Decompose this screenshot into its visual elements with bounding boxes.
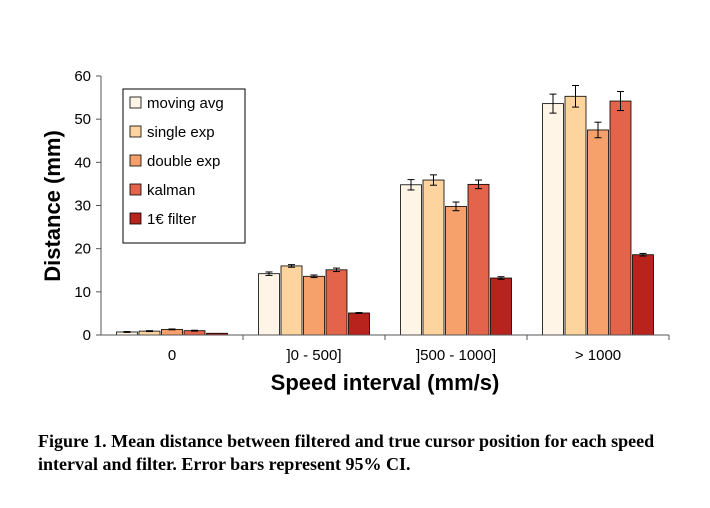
x-tick-label: 0 bbox=[168, 347, 176, 364]
bar bbox=[325, 269, 348, 336]
bar bbox=[258, 273, 280, 336]
bar bbox=[587, 129, 609, 336]
x-tick-label: ]0 - 500] bbox=[286, 347, 341, 364]
y-tick-label: 40 bbox=[74, 154, 91, 171]
bar bbox=[422, 179, 445, 336]
y-tick-label: 20 bbox=[74, 241, 91, 258]
legend-swatch bbox=[129, 154, 142, 167]
bars bbox=[116, 95, 654, 336]
legend-label: single exp bbox=[147, 124, 215, 141]
legend-label: moving avg bbox=[147, 95, 224, 112]
bar bbox=[348, 312, 370, 336]
bar bbox=[280, 265, 303, 336]
y-tick-label: 0 bbox=[83, 327, 91, 344]
legend: moving avg single exp double exp kalman 1€ f… bbox=[122, 88, 246, 244]
bar bbox=[400, 184, 422, 336]
legend-label: double exp bbox=[147, 153, 220, 170]
y-tick-label: 10 bbox=[74, 284, 91, 301]
legend-swatch bbox=[129, 125, 142, 138]
legend-box bbox=[122, 88, 246, 244]
x-axis-ticks: 0 ]0 - 500] ]500 - 1000] > 1000 bbox=[168, 335, 670, 364]
bar bbox=[632, 254, 654, 336]
legend-swatch bbox=[129, 96, 142, 109]
bar bbox=[467, 183, 490, 336]
legend-label: kalman bbox=[147, 182, 195, 199]
y-axis-title: Distance (mm) bbox=[40, 130, 65, 282]
error-bars bbox=[123, 84, 647, 333]
bar bbox=[490, 277, 512, 336]
y-tick-label: 60 bbox=[74, 68, 91, 85]
x-tick-label: > 1000 bbox=[575, 347, 621, 364]
legend-swatch bbox=[129, 183, 142, 196]
y-tick-label: 30 bbox=[74, 198, 91, 215]
bar bbox=[303, 275, 325, 336]
bar-chart: 0 10 20 30 40 50 60 0 ]0 - 500] ]500 - 1000] > 10… bbox=[40, 68, 670, 395]
legend-swatch bbox=[129, 212, 142, 225]
bar bbox=[445, 205, 467, 336]
y-tick-label: 50 bbox=[74, 111, 91, 128]
x-axis-title: Speed interval (mm/s) bbox=[271, 370, 500, 395]
bar bbox=[609, 100, 632, 336]
x-tick-label: ]500 - 1000] bbox=[416, 347, 496, 364]
legend-label: 1€ filter bbox=[147, 211, 196, 228]
y-axis-ticks: 0 10 20 30 40 50 60 bbox=[74, 68, 101, 344]
bar bbox=[542, 103, 564, 336]
bar bbox=[564, 95, 587, 336]
figure-caption: Figure 1. Mean distance between filtered… bbox=[38, 431, 655, 474]
